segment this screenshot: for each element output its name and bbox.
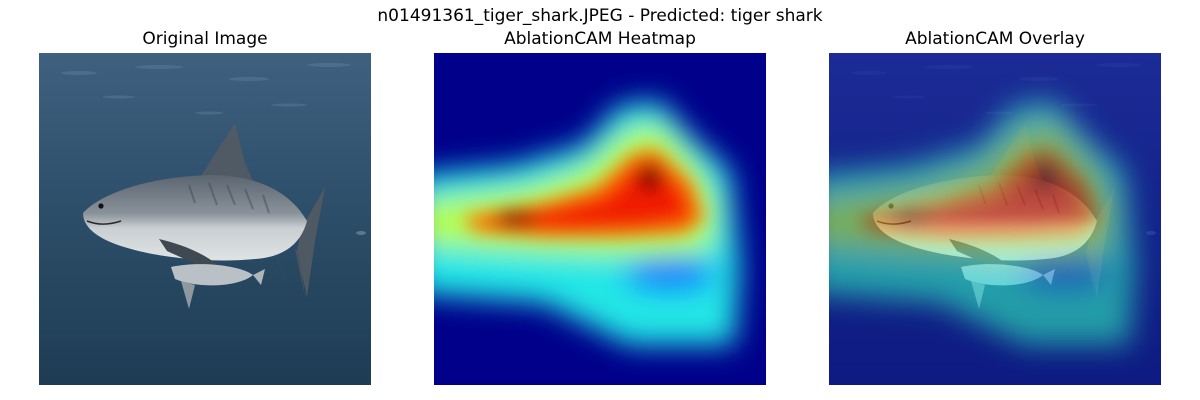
original-image-title: Original Image — [142, 29, 268, 49]
ablationcam-heatmap-image — [434, 53, 766, 385]
heatmap-title: AblationCAM Heatmap — [504, 29, 696, 49]
heatmap-graphic — [434, 53, 766, 385]
ablationcam-overlay-image — [829, 53, 1161, 385]
overlay-graphic — [829, 53, 1161, 385]
figure-title: n01491361_tiger_shark.JPEG - Predicted: … — [377, 6, 823, 26]
shark-photo — [39, 53, 371, 385]
original-shark-image — [39, 53, 371, 385]
overlay-title: AblationCAM Overlay — [905, 29, 1085, 49]
